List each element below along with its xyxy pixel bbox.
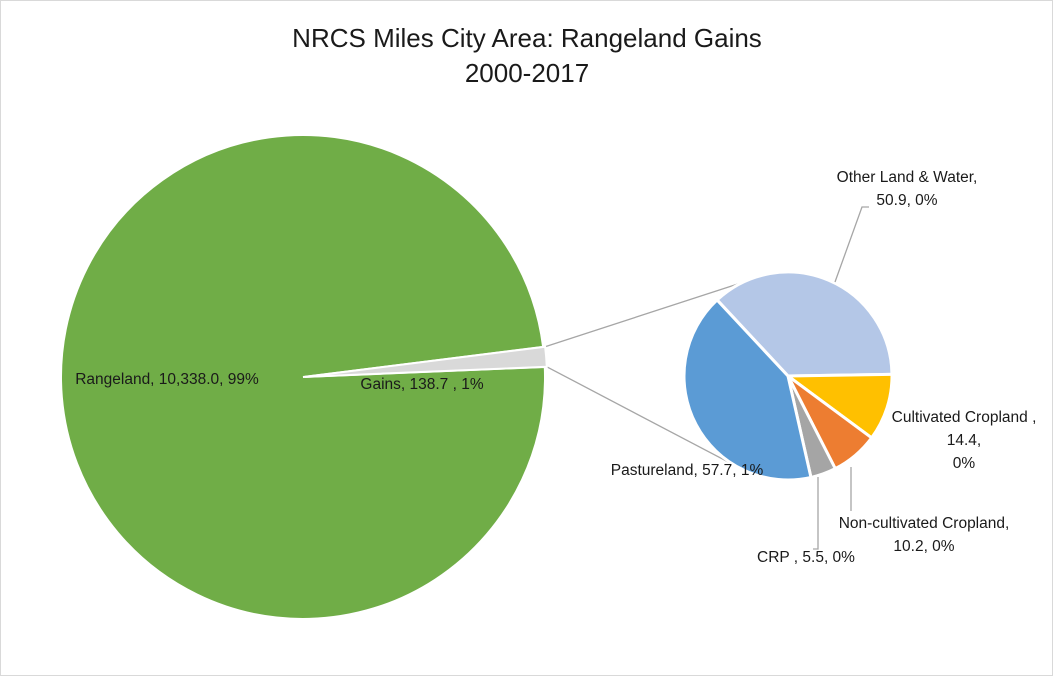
- chart-title-line-1: NRCS Miles City Area: Rangeland Gains: [292, 23, 762, 53]
- data-label-crp: CRP , 5.5, 0%: [757, 549, 855, 566]
- secondary-pie: [682, 270, 894, 482]
- slice-pastureland: [682, 298, 813, 482]
- pie-connector-lines: [544, 281, 743, 471]
- data-label-rangeland: Rangeland, 10,338.0, 99%: [75, 371, 259, 388]
- data-label-line: Other Land & Water,: [837, 169, 978, 186]
- data-label-other-land-water: Other Land & Water, 50.9, 0%: [837, 169, 978, 209]
- leader-line-crp: [813, 477, 819, 550]
- chart-title-line-2: 2000-2017: [465, 58, 589, 88]
- data-label-gains: Gains, 138.7 , 1%: [360, 376, 483, 393]
- connector-line-top: [544, 281, 743, 348]
- data-label-line: 0%: [953, 455, 976, 472]
- connector-line-bottom: [546, 366, 743, 471]
- slice-gains: [304, 345, 548, 378]
- data-label-cultivated-cropland: Cultivated Cropland , 14.4, 0%: [892, 409, 1037, 472]
- data-label-line: Rangeland, 10,338.0, 99%: [75, 371, 259, 388]
- data-label-line: 10.2, 0%: [893, 538, 954, 555]
- data-label-line: 14.4,: [947, 432, 981, 449]
- label-leader-lines: [813, 206, 869, 550]
- data-label-line: Gains, 138.7 , 1%: [360, 376, 483, 393]
- data-label-line: Cultivated Cropland ,: [892, 409, 1037, 426]
- slice-rangeland: [60, 133, 546, 620]
- data-label-line: CRP , 5.5, 0%: [757, 549, 855, 566]
- data-labels: Rangeland, 10,338.0, 99% Gains, 138.7 , 1…: [75, 169, 1036, 566]
- slice-other-land-water: [715, 270, 894, 378]
- data-label-line: Non-cultivated Cropland,: [839, 515, 1010, 532]
- leader-line-other-land-water: [834, 206, 869, 283]
- data-label-line: 50.9, 0%: [876, 192, 937, 209]
- data-label-pastureland: Pastureland, 57.7, 1%: [611, 462, 764, 479]
- data-label-line: Pastureland, 57.7, 1%: [611, 462, 764, 479]
- main-pie: [60, 133, 548, 620]
- data-label-non-cultivated-cropland: Non-cultivated Cropland, 10.2, 0%: [839, 515, 1010, 555]
